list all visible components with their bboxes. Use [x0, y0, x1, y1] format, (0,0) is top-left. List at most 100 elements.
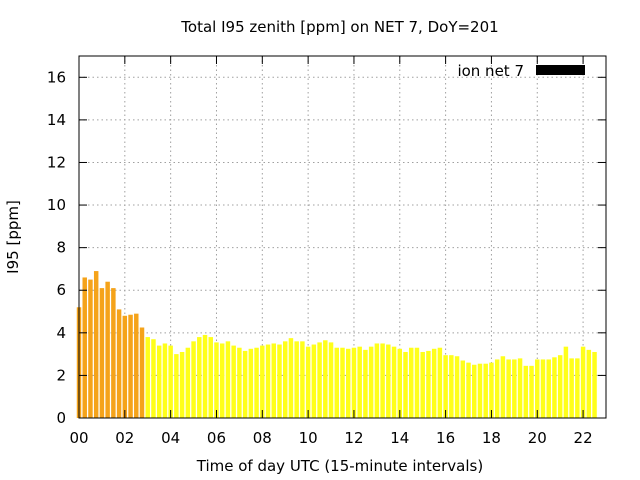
bar	[426, 350, 431, 418]
bar	[271, 343, 276, 418]
x-tick-label: 18	[482, 429, 501, 447]
bar	[414, 347, 420, 418]
bar	[208, 337, 213, 418]
bar	[575, 358, 580, 418]
bar	[580, 346, 586, 418]
bar	[368, 346, 374, 418]
bar	[540, 359, 546, 418]
bar	[420, 351, 425, 418]
x-tick-label: 14	[390, 429, 409, 447]
bar	[116, 309, 122, 418]
bar	[546, 359, 551, 418]
bar	[592, 351, 597, 418]
bar	[219, 343, 225, 418]
bar	[512, 359, 517, 418]
bar	[403, 351, 408, 418]
bar	[156, 345, 162, 418]
bar	[82, 277, 87, 418]
bar	[300, 341, 305, 418]
bar	[99, 288, 105, 418]
x-tick-label: 06	[207, 429, 226, 447]
x-tick-label: 02	[115, 429, 134, 447]
bar	[386, 344, 391, 418]
chart-title: Total I95 zenith [ppm] on NET 7, DoY=201	[180, 18, 498, 36]
bars	[76, 271, 597, 418]
bar	[586, 349, 592, 418]
bar	[174, 354, 179, 418]
bar	[202, 334, 208, 418]
y-axis-label: I95 [ppm]	[4, 200, 22, 274]
x-tick-label: 20	[528, 429, 547, 447]
bar	[88, 279, 93, 418]
bar	[145, 337, 150, 418]
y-tick-labels: 0 2 4 6 8 10 12 14 16	[47, 68, 66, 427]
bar	[472, 364, 477, 418]
y-tick-label: 6	[56, 281, 66, 299]
bar	[185, 347, 191, 418]
y-tick-label: 14	[47, 111, 66, 129]
bar	[363, 349, 368, 418]
x-tick-label: 12	[344, 429, 363, 447]
bar	[254, 347, 259, 418]
bar	[139, 327, 145, 418]
bar	[328, 342, 334, 418]
bar	[334, 347, 340, 418]
x-tick-label: 22	[574, 429, 593, 447]
bar	[197, 337, 202, 418]
y-tick-label: 4	[56, 324, 66, 342]
bar	[151, 339, 156, 418]
bar	[477, 363, 483, 418]
bar	[523, 365, 529, 418]
y-tick-label: 16	[47, 68, 66, 86]
bar	[294, 341, 299, 418]
bar	[357, 346, 362, 418]
bar	[552, 357, 557, 418]
x-tick-labels: 00 02 04 06 08 10 12 14 16 18 20 22	[69, 429, 592, 447]
bar	[260, 345, 265, 418]
bar	[454, 356, 460, 418]
bar	[317, 342, 322, 418]
bar	[237, 347, 242, 418]
bar	[111, 288, 116, 418]
bar	[494, 359, 500, 418]
bar	[397, 348, 403, 418]
bar	[569, 358, 574, 418]
y-tick-label: 0	[56, 409, 66, 427]
ticks	[78, 56, 606, 419]
x-tick-label: 10	[299, 429, 318, 447]
bar	[466, 362, 471, 418]
bar	[380, 343, 385, 418]
bar	[340, 347, 345, 418]
bar	[517, 358, 523, 418]
bar	[557, 355, 563, 418]
x-tick-label: 08	[253, 429, 272, 447]
bar	[105, 281, 110, 418]
x-axis-label: Time of day UTC (15-minute intervals)	[196, 457, 483, 475]
bar	[179, 351, 185, 418]
bar	[231, 345, 236, 418]
bar	[323, 340, 328, 418]
bar	[162, 343, 168, 418]
x-tick-label: 04	[161, 429, 180, 447]
bar	[305, 346, 311, 418]
legend-swatch	[536, 65, 585, 75]
bar	[128, 314, 133, 418]
y-tick-label: 10	[47, 196, 66, 214]
legend-label: ion net 7	[457, 62, 524, 80]
bar	[168, 345, 173, 418]
bar	[506, 359, 511, 418]
bar	[225, 341, 231, 418]
bar	[265, 344, 271, 418]
y-tick-label: 8	[56, 239, 66, 257]
bar	[345, 348, 351, 418]
bar	[563, 346, 569, 418]
x-tick-label: 00	[69, 429, 88, 447]
bar	[191, 341, 196, 418]
bar	[242, 350, 248, 418]
bar	[214, 342, 219, 418]
bar	[443, 355, 448, 418]
bar	[431, 348, 437, 418]
bar	[248, 348, 254, 418]
bar	[351, 347, 357, 418]
